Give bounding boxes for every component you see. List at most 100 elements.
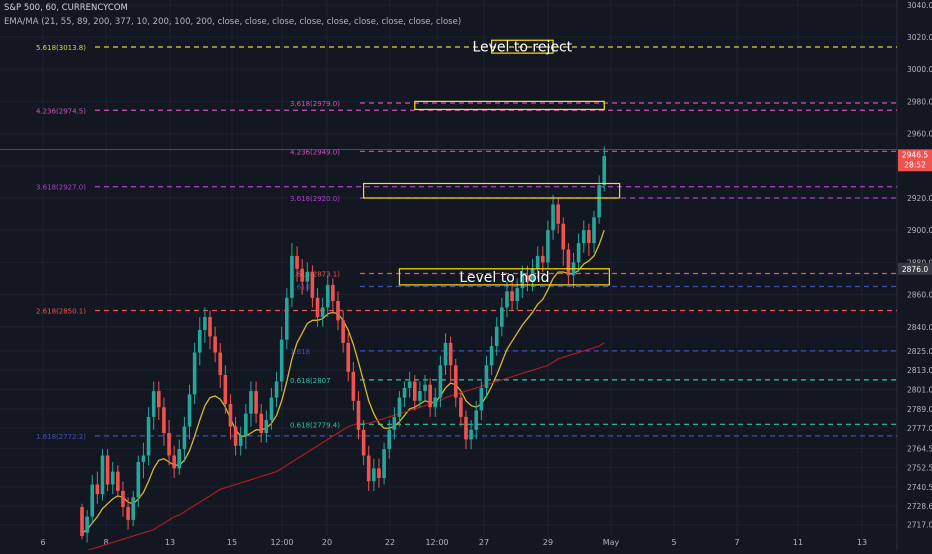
- y-tick-label: 3040.0: [907, 1, 932, 10]
- fib-level-label: 2.618(2873.1): [290, 270, 340, 278]
- candle: [505, 281, 509, 318]
- candle: [172, 445, 176, 479]
- candle-body: [438, 365, 443, 398]
- candle: [418, 381, 422, 408]
- candle: [157, 381, 161, 421]
- candle-body: [331, 284, 335, 301]
- candle: [162, 397, 166, 446]
- fib-level-label: 0.618(2807: [290, 377, 331, 385]
- candle-body: [561, 223, 566, 250]
- candle-body: [121, 490, 125, 508]
- y-tick-label: 2900.0: [907, 226, 932, 235]
- candle: [469, 420, 473, 450]
- candle-body: [290, 255, 294, 298]
- candle-body: [500, 307, 504, 327]
- candle-body: [356, 400, 361, 430]
- candle-body: [556, 204, 560, 224]
- candle-body: [372, 468, 376, 482]
- candle: [377, 458, 381, 488]
- candle: [325, 275, 330, 318]
- x-tick-label: 13: [857, 538, 867, 547]
- candle: [510, 281, 514, 311]
- candle: [182, 416, 187, 462]
- candle-body: [218, 352, 223, 376]
- candle-body: [464, 416, 468, 440]
- candle: [361, 420, 366, 466]
- fib-level-label: 1.618(2772.2): [36, 433, 86, 441]
- candle: [387, 420, 391, 459]
- candle: [116, 465, 120, 498]
- x-tick-label: 12:00: [270, 538, 293, 547]
- candle: [146, 407, 151, 466]
- candle-body: [382, 449, 386, 479]
- candle-body: [320, 307, 325, 318]
- candle-body: [602, 156, 607, 186]
- candle-body: [116, 471, 120, 491]
- annotation-box: [398, 268, 610, 286]
- candle-body: [459, 397, 463, 417]
- candle-body: [587, 230, 591, 244]
- candle: [413, 375, 417, 411]
- candle: [479, 381, 484, 421]
- candle: [85, 510, 89, 543]
- annotation-box: [491, 39, 554, 54]
- fib-level-label: 5.618(3013.8): [36, 44, 86, 52]
- candle: [561, 217, 566, 266]
- candle: [131, 490, 135, 527]
- y-tick-label: 2777.0: [907, 424, 932, 433]
- candle-body: [95, 484, 100, 495]
- candle-body: [105, 455, 110, 485]
- candle: [259, 404, 263, 443]
- y-tick-label: 2840.0: [907, 323, 932, 332]
- fib-level-label: 0.618(2779.4): [290, 421, 340, 429]
- x-tick-label: 15: [227, 538, 237, 547]
- candle: [464, 410, 468, 450]
- candle-body: [546, 230, 550, 263]
- candle-body: [295, 255, 299, 269]
- candle-body: [535, 255, 540, 269]
- candle: [453, 358, 458, 408]
- candle-body: [351, 371, 356, 401]
- candle: [397, 391, 402, 427]
- candle-body: [566, 249, 571, 276]
- candle-body: [397, 397, 402, 417]
- candle: [541, 246, 545, 273]
- fib-level-label: 1.618: [290, 348, 310, 356]
- candle-body: [505, 291, 509, 308]
- candle: [285, 288, 289, 350]
- candle-body: [336, 300, 340, 321]
- candle: [546, 220, 550, 269]
- candle-body: [279, 339, 284, 382]
- candle-body: [151, 391, 156, 417]
- candle: [443, 333, 448, 376]
- candle: [218, 342, 223, 388]
- candle: [489, 336, 494, 376]
- candle-body: [315, 297, 320, 318]
- candle-body: [254, 391, 258, 414]
- candle: [587, 223, 591, 256]
- candle: [279, 326, 284, 392]
- candle-body: [520, 275, 525, 289]
- candle-body: [223, 375, 228, 405]
- candle: [392, 407, 397, 440]
- candle: [208, 310, 212, 350]
- candle-body: [525, 275, 530, 282]
- y-tick-label: 3000.0: [907, 65, 932, 74]
- y-tick-label: 2789.0: [907, 405, 932, 414]
- candle-body: [428, 384, 432, 408]
- candle: [264, 410, 269, 443]
- fib-level-label: 3.618(2927.0): [36, 184, 86, 192]
- x-tick-label: 27: [479, 538, 489, 547]
- candle: [341, 310, 345, 353]
- y-tick-label: 2825.0: [907, 347, 932, 356]
- x-tick-label: 11: [793, 538, 803, 547]
- candle-body: [305, 272, 310, 282]
- candle-body: [244, 413, 248, 437]
- indicator-legend: EMA/MA (21, 55, 89, 200, 377, 10, 200, 1…: [4, 17, 462, 27]
- candle-body: [167, 432, 171, 456]
- candle: [448, 336, 453, 382]
- candle: [110, 461, 115, 495]
